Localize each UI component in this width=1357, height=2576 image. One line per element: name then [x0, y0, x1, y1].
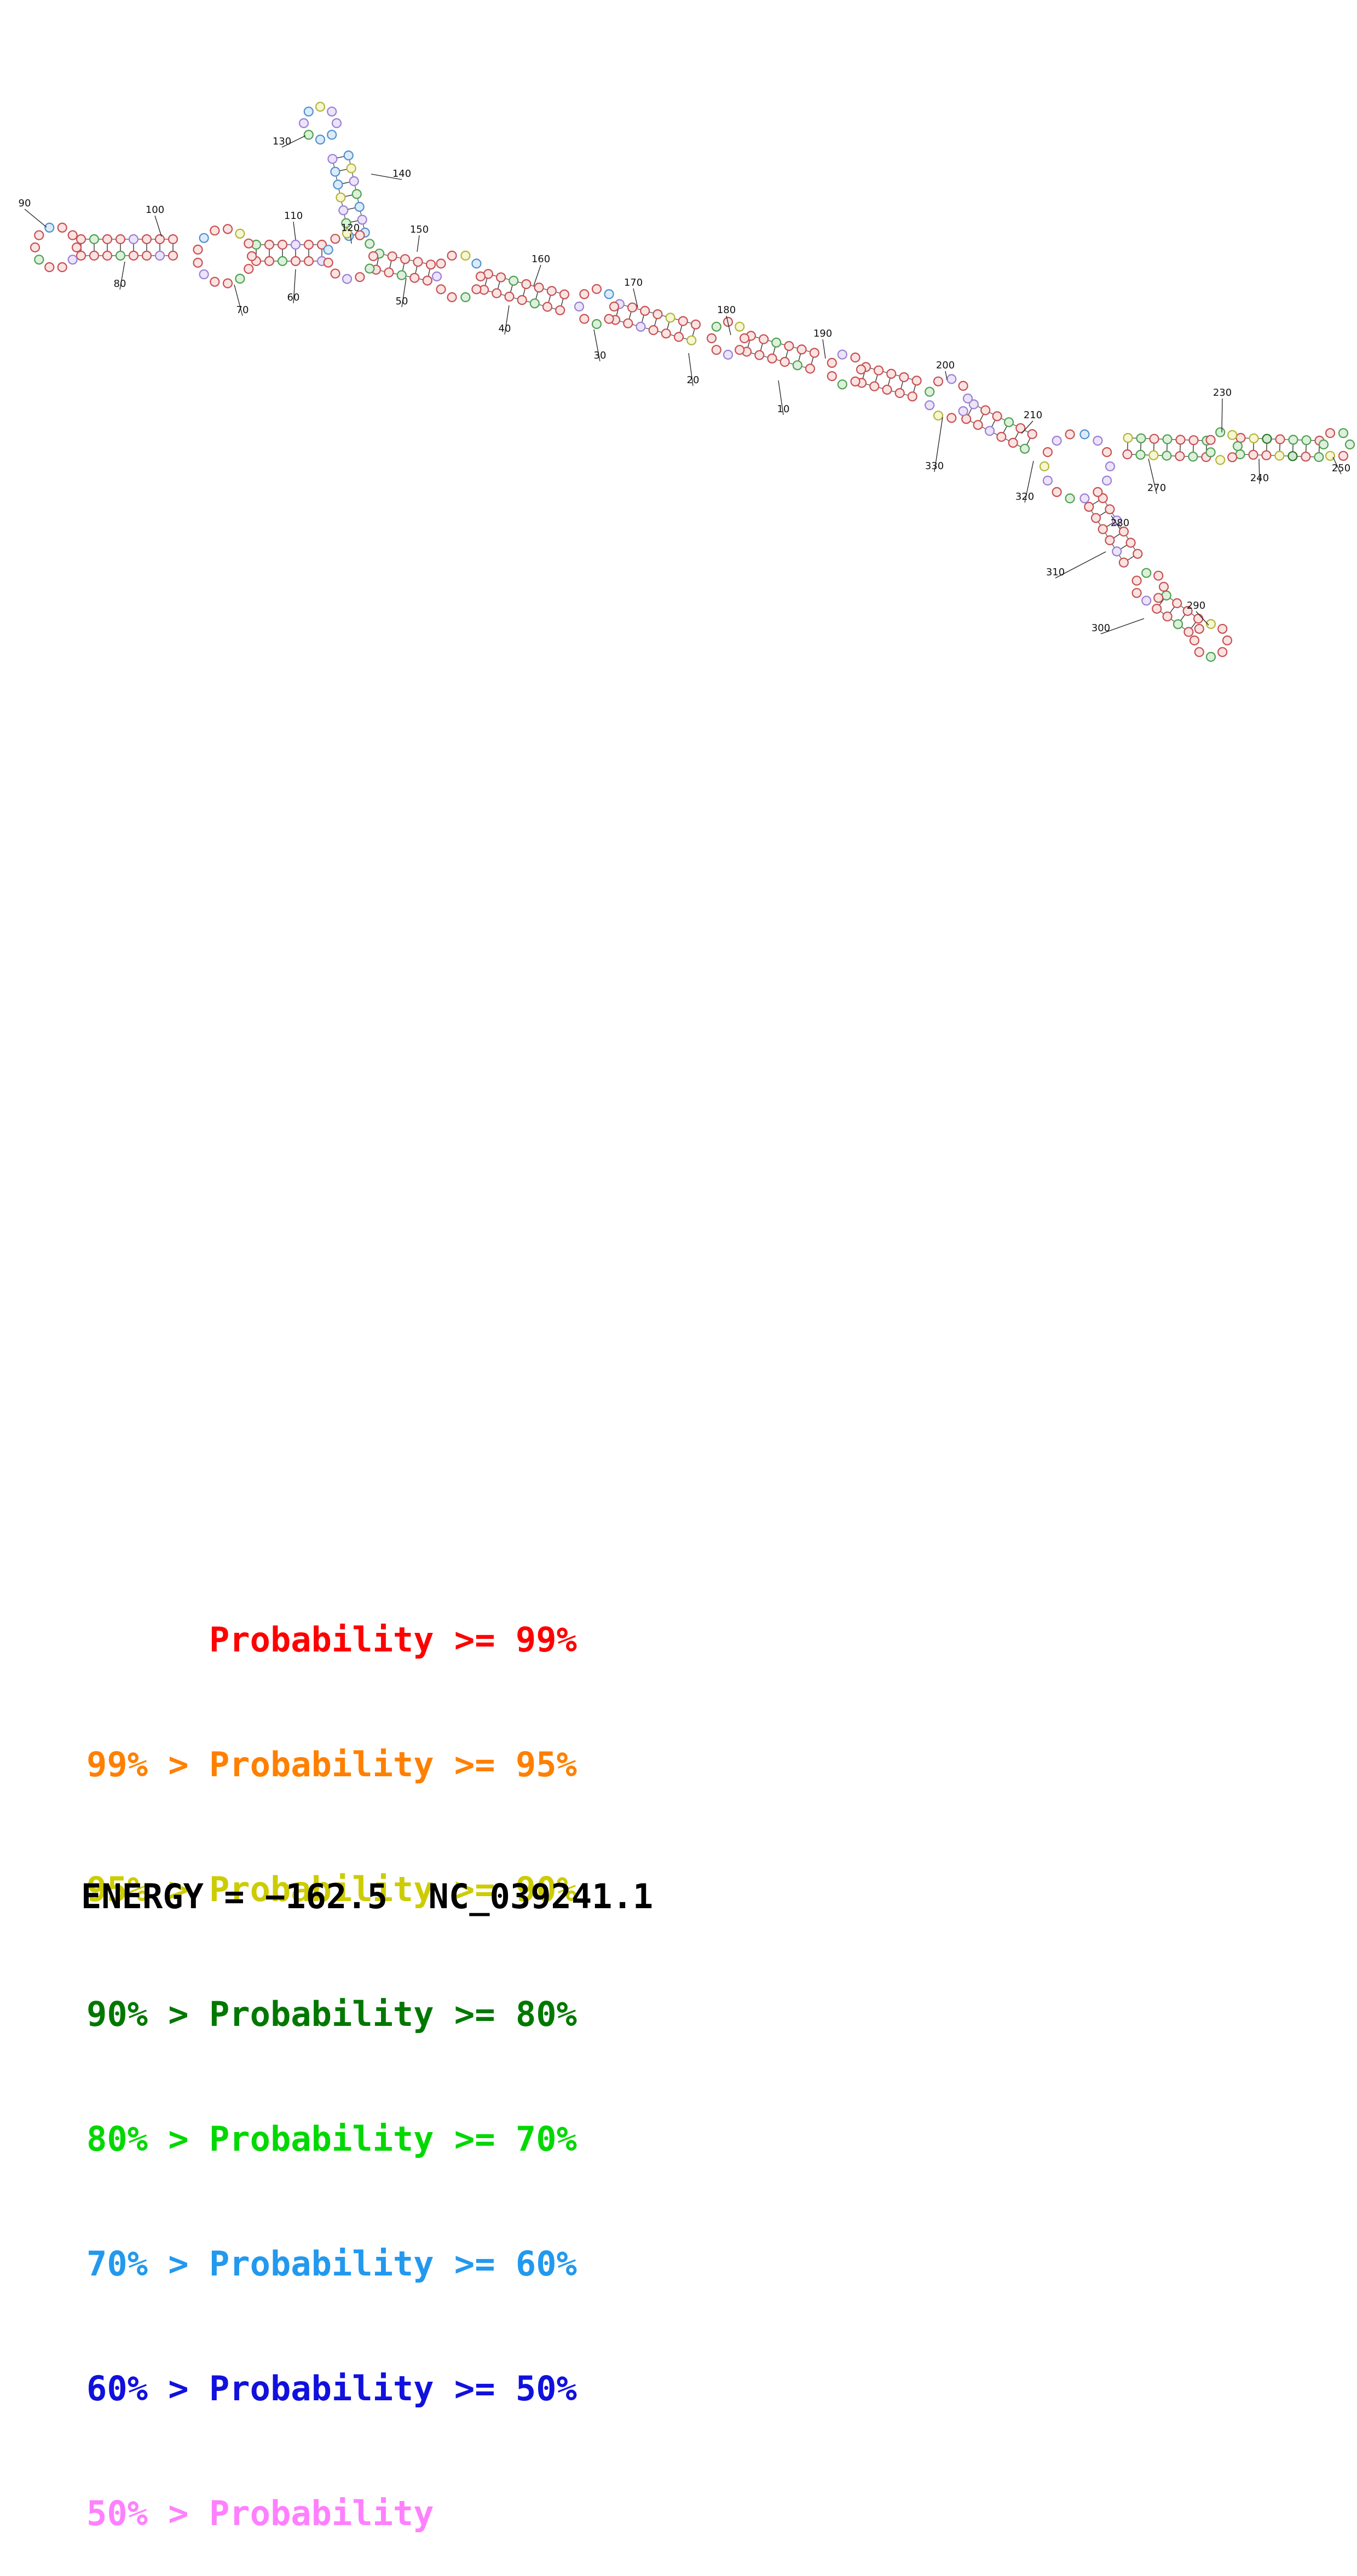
helix	[371, 249, 436, 286]
position-label: 310	[1046, 551, 1106, 579]
svg-text:180: 180	[717, 304, 736, 316]
loop-ring	[1131, 568, 1169, 606]
position-label: 280	[1111, 515, 1129, 529]
svg-text:290: 290	[1187, 600, 1205, 611]
energy-text: ENERGY = −162.5 NC_039241.1	[81, 1876, 654, 1916]
loop-ring	[1318, 428, 1355, 461]
helix	[1235, 432, 1325, 463]
svg-text:300: 300	[1092, 622, 1110, 634]
svg-text:120: 120	[341, 222, 360, 234]
helix	[1152, 590, 1204, 637]
probability-legend: Probability >= 99% 99% > Probability >= …	[86, 1536, 577, 2576]
svg-text:130: 130	[273, 136, 291, 147]
loop-ring	[193, 224, 257, 288]
position-label: 180	[717, 304, 736, 336]
svg-text:210: 210	[1024, 409, 1042, 421]
position-label: 200	[936, 360, 955, 380]
svg-text:140: 140	[392, 168, 411, 180]
svg-text:30: 30	[594, 350, 607, 361]
position-label: 80	[114, 261, 126, 290]
loop-ring	[431, 250, 486, 303]
position-label: 300	[1092, 618, 1145, 634]
position-label: 120	[341, 222, 360, 244]
svg-text:320: 320	[1015, 491, 1034, 503]
svg-text:10: 10	[777, 403, 790, 415]
loop-ring	[30, 222, 82, 273]
position-label: 170	[624, 277, 643, 308]
position-label: 130	[273, 135, 306, 148]
loop-ring	[1039, 429, 1116, 504]
svg-text:150: 150	[410, 224, 429, 235]
svg-text:230: 230	[1213, 387, 1232, 398]
position-label: 150	[410, 224, 429, 252]
svg-text:20: 20	[687, 374, 700, 386]
position-label: 20	[687, 353, 700, 386]
position-label: 240	[1250, 458, 1269, 484]
legend-item: Probability >= 99%	[86, 1620, 577, 1660]
svg-text:110: 110	[284, 210, 303, 222]
position-label: 140	[371, 168, 411, 180]
svg-text:170: 170	[624, 277, 643, 288]
svg-text:310: 310	[1046, 567, 1065, 578]
legend-item: 99% > Probability >= 95%	[86, 1745, 577, 1784]
loop-ring	[925, 374, 973, 423]
svg-text:160: 160	[532, 253, 550, 265]
structure-svg: 90 100 80 70 110 60 120 130 140 150 50 160 40 30 170 20…	[19, 101, 1355, 662]
helix	[856, 362, 922, 402]
helix	[961, 399, 1037, 454]
position-label: 100	[146, 204, 164, 237]
position-label: 320	[1015, 460, 1034, 503]
helix	[610, 299, 701, 345]
position-label: 270	[1147, 458, 1166, 494]
position-label: 290	[1187, 600, 1209, 626]
helix	[251, 239, 327, 267]
loop-ring	[1205, 427, 1243, 465]
loop-ring	[827, 349, 867, 390]
position-label: 40	[499, 305, 511, 335]
svg-text:240: 240	[1250, 472, 1269, 484]
svg-text:60: 60	[287, 292, 300, 303]
position-label: 10	[777, 380, 790, 415]
position-label: 250	[1332, 457, 1350, 475]
loop-ring	[323, 228, 379, 284]
position-label: 50	[396, 278, 408, 308]
loop-ring	[574, 284, 620, 330]
legend-item: 60% > Probability >= 50%	[86, 2369, 577, 2408]
position-label: 30	[593, 329, 607, 362]
legend-item: 70% > Probability >= 60%	[86, 2244, 577, 2284]
helix	[1084, 493, 1143, 568]
position-label: 330	[925, 417, 944, 472]
helix	[478, 269, 570, 315]
legend-item: 95% > Probability >= 90%	[86, 1869, 577, 1909]
position-label: 190	[813, 328, 832, 359]
loop-ring	[1189, 619, 1233, 662]
svg-text:200: 200	[936, 360, 955, 371]
svg-text:330: 330	[925, 460, 944, 472]
svg-text:50: 50	[396, 296, 408, 307]
svg-text:100: 100	[146, 204, 164, 216]
svg-text:80: 80	[114, 278, 126, 290]
svg-text:280: 280	[1111, 517, 1129, 529]
svg-text:190: 190	[813, 328, 832, 339]
svg-text:40: 40	[499, 323, 511, 334]
legend-item: 90% > Probability >= 80%	[86, 1994, 577, 2034]
position-label: 60	[287, 269, 300, 304]
position-label: 70	[234, 284, 249, 316]
svg-text:250: 250	[1332, 463, 1350, 474]
legend-item: 50% > Probability	[86, 2493, 434, 2533]
helix	[76, 234, 178, 261]
position-label: 110	[284, 210, 303, 240]
rna-structure-figure: 90 100 80 70 110 60 120 130 140 150 50 160 40 30 170 20…	[0, 0, 1357, 766]
helix	[1122, 432, 1212, 463]
position-label: 160	[532, 253, 550, 286]
svg-text:90: 90	[19, 198, 31, 209]
helix	[741, 331, 819, 374]
position-label: 230	[1213, 387, 1232, 433]
svg-text:270: 270	[1147, 482, 1166, 494]
loop-ring	[298, 101, 342, 145]
position-label: 90	[19, 198, 47, 228]
legend-item: 80% > Probability >= 70%	[86, 2119, 577, 2159]
svg-text:70: 70	[236, 304, 249, 316]
position-label: 210	[1021, 409, 1042, 434]
